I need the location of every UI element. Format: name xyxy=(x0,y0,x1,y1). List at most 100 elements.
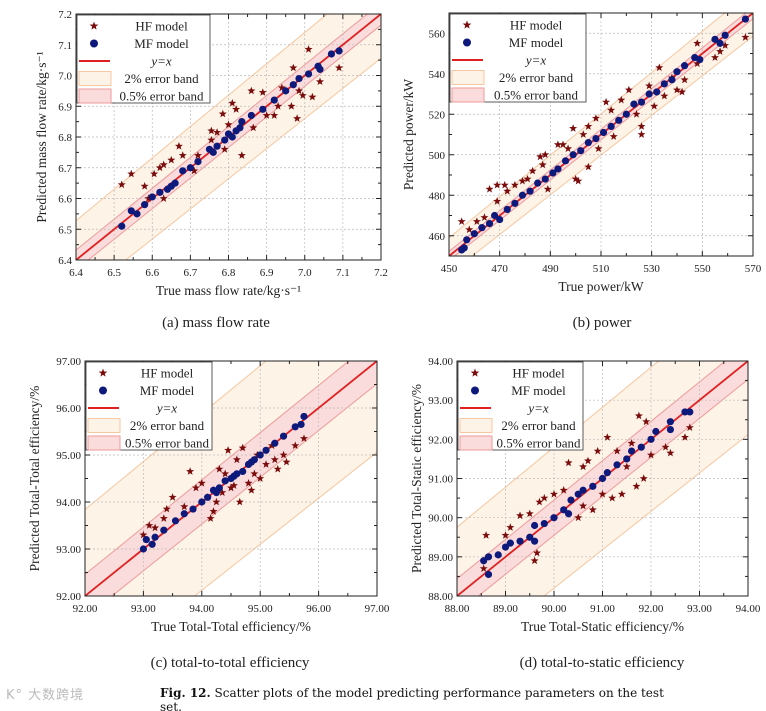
hf-point xyxy=(117,180,126,189)
y-tick-label: 6.4 xyxy=(58,255,72,267)
hf-point xyxy=(609,132,618,140)
x-tick-label: 92.00 xyxy=(639,603,664,615)
x-tick-label: 6.6 xyxy=(145,267,159,279)
hf-point xyxy=(637,130,646,138)
hf-point xyxy=(647,450,655,459)
hf-point xyxy=(591,114,600,122)
legend: HF model MF model y=x 2% error band 0.5% err… xyxy=(457,361,584,451)
hf-point xyxy=(247,486,256,494)
y-tick-label: 500 xyxy=(429,150,446,162)
legend-box xyxy=(457,361,584,451)
hf-point xyxy=(180,502,189,511)
x-tick-label: 7.0 xyxy=(298,267,312,279)
hf-point xyxy=(256,474,265,482)
y-tick-label: 7.1 xyxy=(58,40,72,52)
hf-point xyxy=(627,439,636,447)
x-axis-title: True Total-Total efficiency/% xyxy=(151,619,311,634)
plot-frame xyxy=(456,360,749,597)
mf-point xyxy=(127,207,135,215)
caption-a: (a) mass flow rate xyxy=(162,315,270,331)
y-tick-label: 89.00 xyxy=(428,552,453,564)
hf-point xyxy=(279,450,288,459)
mf-point xyxy=(236,124,244,132)
x-tick-label: 92.00 xyxy=(73,603,98,615)
hf-point xyxy=(632,482,641,490)
mf-point xyxy=(151,533,159,541)
legend-box xyxy=(449,13,587,103)
scatter-panel-b: 450 470 490 510 530 550 570 460 480 500 520 540 560 T… xyxy=(401,12,762,294)
x-axis-title: True Total-Static efficiency/% xyxy=(521,619,684,634)
hf-point xyxy=(194,151,202,159)
figure-caption-text: Scatter plots of the model predicting pe… xyxy=(160,686,664,711)
hf-point xyxy=(588,505,597,514)
hf-point xyxy=(282,457,291,466)
x-tick-label: 6.9 xyxy=(260,267,274,279)
legend-label-line: y=x xyxy=(149,54,172,69)
hf-point xyxy=(159,160,168,169)
hf-point xyxy=(533,548,541,557)
hf-point xyxy=(465,225,474,234)
hf-point xyxy=(584,162,593,171)
legend-label-line: y=x xyxy=(155,401,178,416)
hf-point xyxy=(232,455,241,464)
legend-star-icon xyxy=(462,20,472,29)
hf-point xyxy=(215,464,224,473)
mf-point xyxy=(316,65,324,73)
legend-circle-icon xyxy=(463,38,471,47)
hf-point xyxy=(634,411,643,420)
hf-point xyxy=(661,443,670,451)
hf-point xyxy=(506,523,515,531)
mf-point xyxy=(213,142,221,150)
x-tick-label: 6.7 xyxy=(184,267,198,279)
hf-point xyxy=(218,488,227,496)
mf-point xyxy=(589,482,597,490)
x-tick-label: 490 xyxy=(542,263,559,275)
mf-point xyxy=(579,486,587,494)
mf-point xyxy=(549,169,557,177)
hf-point xyxy=(335,63,344,72)
legend-label-band2: 2% error band xyxy=(124,71,199,86)
mf-point xyxy=(291,423,299,431)
legend-label-line: y=x xyxy=(524,53,547,68)
hf-point xyxy=(159,194,168,202)
x-tick-label: 7.1 xyxy=(336,267,350,279)
hf-point xyxy=(550,490,558,498)
legend-label-band2: 2% error band xyxy=(130,418,205,433)
mf-point xyxy=(540,519,548,528)
x-axis-title: True mass flow rate/kg·s⁻¹ xyxy=(156,283,301,298)
mf-point xyxy=(711,35,719,43)
mf-point xyxy=(511,199,519,207)
hf-point xyxy=(632,110,641,118)
hf-point xyxy=(553,140,562,148)
hf-point xyxy=(140,182,149,190)
legend-label-line: y=x xyxy=(526,401,549,416)
x-tick-label: 94.00 xyxy=(189,603,214,615)
mf-point xyxy=(696,55,704,64)
hf-point xyxy=(693,59,702,67)
legend-label-mf: MF model xyxy=(511,383,566,398)
mf-point xyxy=(484,570,493,579)
hf-point xyxy=(571,174,580,183)
mf-point xyxy=(230,472,238,480)
legend: HF model MF model y=x 2% error band 0.5% err… xyxy=(76,14,211,104)
hf-point xyxy=(603,433,612,441)
mf-point xyxy=(279,432,288,440)
mf-point xyxy=(613,461,621,469)
hf-point xyxy=(593,446,602,455)
hf-point xyxy=(155,163,164,172)
legend-label-band05: 0.5% error band xyxy=(125,436,210,451)
y-tick-label: 92.00 xyxy=(428,434,453,446)
hf-point xyxy=(212,497,221,506)
hf-point xyxy=(186,467,195,475)
mf-point xyxy=(485,220,494,228)
mf-point xyxy=(518,191,527,199)
hf-point xyxy=(622,462,631,471)
mf-point xyxy=(141,201,149,209)
mf-point xyxy=(271,439,279,447)
mf-point xyxy=(607,122,615,130)
legend: HF model MF model y=x 2% error band 0.5% err… xyxy=(449,13,587,103)
mf-point xyxy=(569,151,577,159)
hf-point xyxy=(192,483,200,492)
mf-point xyxy=(228,133,236,141)
hf-point xyxy=(209,507,218,515)
